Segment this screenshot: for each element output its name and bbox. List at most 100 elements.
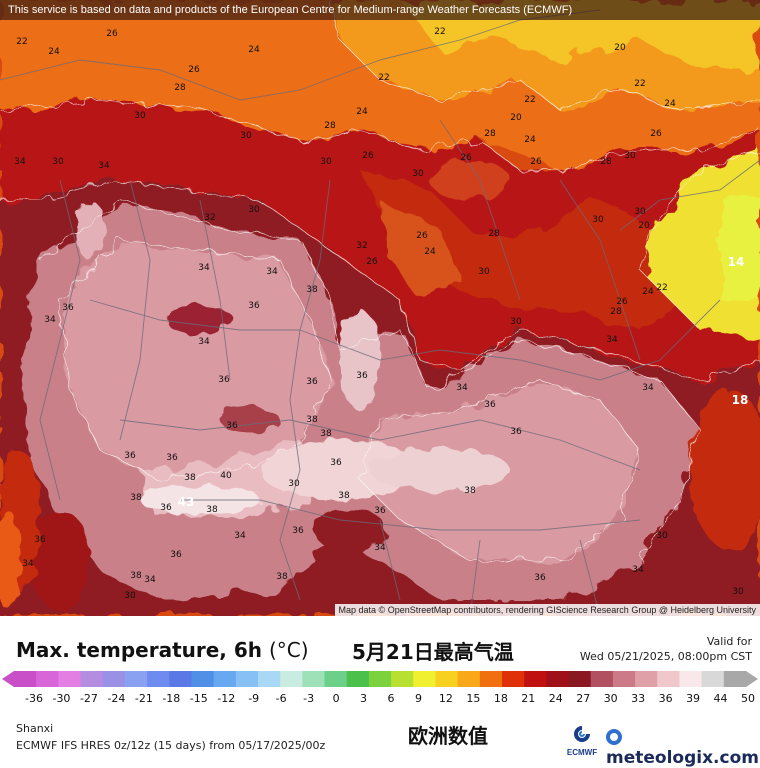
isotherm-label: 22 <box>16 37 28 47</box>
temperature-map[interactable]: 22 24 26 24 22 20 22 26 28 22 22 24 24 20 30 28 30 26 24 28… <box>0 0 760 616</box>
isotherm-label: 28 <box>610 307 622 317</box>
isotherm-label: 28 <box>324 121 336 131</box>
colorbar-right-arrow <box>746 671 758 687</box>
extreme-value-label: 43 <box>177 495 195 509</box>
isotherm-label: 36 <box>34 535 46 545</box>
isotherm-label: 34 <box>198 263 210 273</box>
colorbar-swatch <box>213 671 237 687</box>
colorbar-tick-label: 24 <box>548 692 563 705</box>
colorbar-swatch <box>502 671 525 687</box>
colorbar-swatch <box>235 671 259 687</box>
isotherm-label: 22 <box>378 73 390 83</box>
isotherm-label: 32 <box>204 213 216 223</box>
colorbar-swatch <box>191 671 215 687</box>
colorbar-tick-label: 36 <box>658 692 673 705</box>
isotherm-label: 36 <box>218 375 230 385</box>
isotherm-label: 34 <box>234 531 246 541</box>
colorbar-tick-label: 50 <box>741 692 755 705</box>
colorbar-tick-label: -9 <box>248 692 260 705</box>
colorbar-swatch <box>635 671 658 687</box>
ecmwf-logo[interactable]: ECMWF <box>562 724 602 758</box>
colorbar-tick-label: -3 <box>303 692 315 705</box>
colorbar-swatch <box>346 671 370 687</box>
contour-lines <box>0 0 760 561</box>
isotherm-label: 36 <box>356 371 368 381</box>
isotherm-label: 24 <box>424 247 436 257</box>
isotherm-label: 34 <box>14 157 26 167</box>
colorbar-tick-label: -21 <box>134 692 153 705</box>
isotherm-label: 26 <box>616 297 628 307</box>
colorbar-tick-label: -27 <box>79 692 98 705</box>
colorbar-tick-label: 33 <box>631 692 646 705</box>
colorbar-tick-label: 6 <box>387 692 395 705</box>
isotherm-label: 36 <box>248 301 260 311</box>
isotherm-label: 36 <box>292 526 304 536</box>
isotherm-label: 28 <box>600 157 612 167</box>
ecmwf-logo-text: ECMWF <box>566 748 598 757</box>
isotherm-label: 30 <box>656 531 668 541</box>
isotherm-label: 36 <box>534 573 546 583</box>
extreme-value-label: 14 <box>727 255 745 269</box>
isotherm-label: 24 <box>524 135 536 145</box>
colorbar-tick-label: -15 <box>189 692 208 705</box>
colorbar-swatch <box>612 671 636 687</box>
colorbar-tick-label: -36 <box>25 692 43 705</box>
isotherm-label: 20 <box>638 221 650 231</box>
isotherm-label: 28 <box>174 83 186 93</box>
isotherm-label: 26 <box>650 129 662 139</box>
brand-text: meteologix.com <box>606 748 759 768</box>
colorbar-swatch <box>124 671 148 687</box>
isotherm-label: 36 <box>124 451 136 461</box>
isotherm-label: 34 <box>632 565 644 575</box>
colorbar-tick-label: 18 <box>493 692 508 705</box>
colorbar-swatch <box>413 671 436 687</box>
colorbar-swatch <box>568 671 592 687</box>
isotherm-label: 34 <box>98 161 110 171</box>
colorbar-tick-label: 30 <box>603 692 618 705</box>
isotherm-label: 38 <box>206 505 218 515</box>
isotherm-label: 30 <box>510 317 522 327</box>
valid-label: Valid for <box>706 635 752 648</box>
colorbar-swatch <box>435 671 459 687</box>
isotherm-label: 36 <box>306 377 318 387</box>
isotherm-label: 28 <box>484 129 496 139</box>
isotherm-label: 30 <box>624 151 636 161</box>
isotherm-label: 36 <box>374 506 386 516</box>
isotherm-label: 22 <box>656 283 668 293</box>
model-info: ECMWF IFS HRES 0z/12z (15 days) from 05/… <box>16 739 326 752</box>
isotherm-label: 22 <box>524 95 536 105</box>
colorbar-tick-label: -12 <box>217 692 236 705</box>
hot-spots <box>0 160 760 610</box>
isotherm-label: 36 <box>170 550 182 560</box>
colorbar-swatch <box>546 671 570 687</box>
isotherm-label: 36 <box>510 427 522 437</box>
isotherm-label: 28 <box>488 229 500 239</box>
colorbar-swatch <box>280 671 303 687</box>
colorbar-swatch <box>590 671 614 687</box>
ecmwf-notice: This service is based on data and produc… <box>0 0 760 20</box>
colorbar-tick-label: -30 <box>52 692 71 705</box>
isotherm-label: 20 <box>614 43 626 53</box>
colorbar-left-arrow <box>2 671 14 687</box>
isotherm-label: 22 <box>634 79 646 89</box>
isotherm-label: 38 <box>184 473 196 483</box>
colorbar-swatch <box>524 671 547 687</box>
isotherm-label: 30 <box>124 591 136 601</box>
isotherm-label: 36 <box>226 421 238 431</box>
isotherm-label: 30 <box>732 587 744 597</box>
unit-text: (°C) <box>268 638 309 662</box>
isotherm-label: 36 <box>166 453 178 463</box>
admin-boundaries <box>0 9 760 616</box>
valid-time-value: Wed 05/21/2025, 08:00pm CST <box>579 650 752 663</box>
isotherm-label: 38 <box>306 285 318 295</box>
isotherm-label: 30 <box>320 157 332 167</box>
isotherm-label: 36 <box>484 400 496 410</box>
meteologix-logo[interactable]: meteologix.com <box>606 728 760 768</box>
isotherm-label: 40 <box>220 471 232 481</box>
isotherm-label: 26 <box>530 157 542 167</box>
colorbar-swatch <box>80 671 104 687</box>
map-attribution[interactable]: Map data © OpenStreetMap contributors, r… <box>334 604 760 616</box>
isotherm-label: 38 <box>306 415 318 425</box>
isotherm-label: 34 <box>606 335 618 345</box>
isotherm-label: 22 <box>434 27 446 37</box>
